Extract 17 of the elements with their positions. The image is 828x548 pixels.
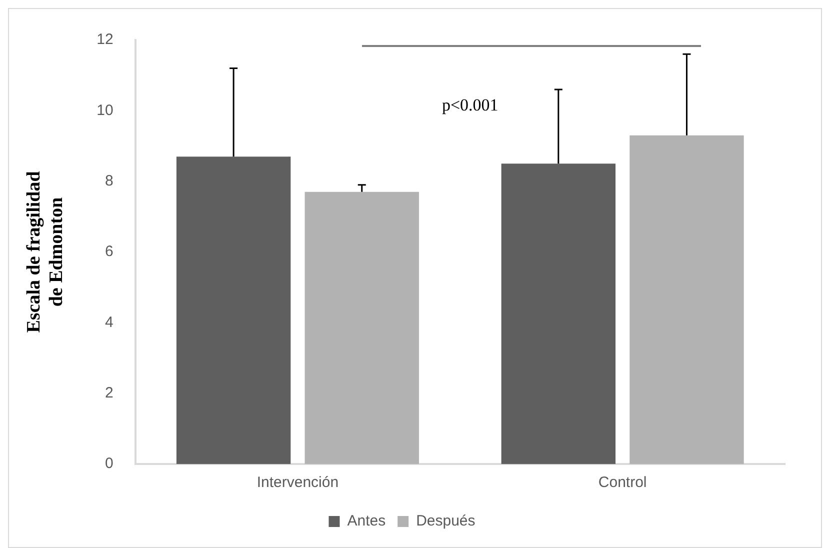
x-tick-label: Control	[598, 474, 647, 492]
legend-label: Antes	[347, 512, 386, 530]
bar	[176, 156, 291, 464]
y-tick-label: 4	[104, 314, 114, 331]
y-tick-label: 8	[104, 172, 114, 190]
y-tick-label: 12	[96, 31, 114, 48]
bar	[304, 192, 419, 464]
y-tick-label: 6	[104, 243, 114, 260]
y-tick-label: 2	[104, 384, 114, 402]
bar	[501, 164, 616, 464]
y-axis-title: Escala de fragilidad de Edmonton	[23, 170, 68, 333]
y-tick-label: 0	[104, 455, 114, 472]
y-tick-label: 10	[96, 102, 114, 119]
annotation: p<0.001	[442, 95, 498, 114]
legend-label: Después	[416, 512, 476, 530]
bar	[630, 135, 744, 464]
x-tick-label: Intervención	[256, 474, 339, 492]
